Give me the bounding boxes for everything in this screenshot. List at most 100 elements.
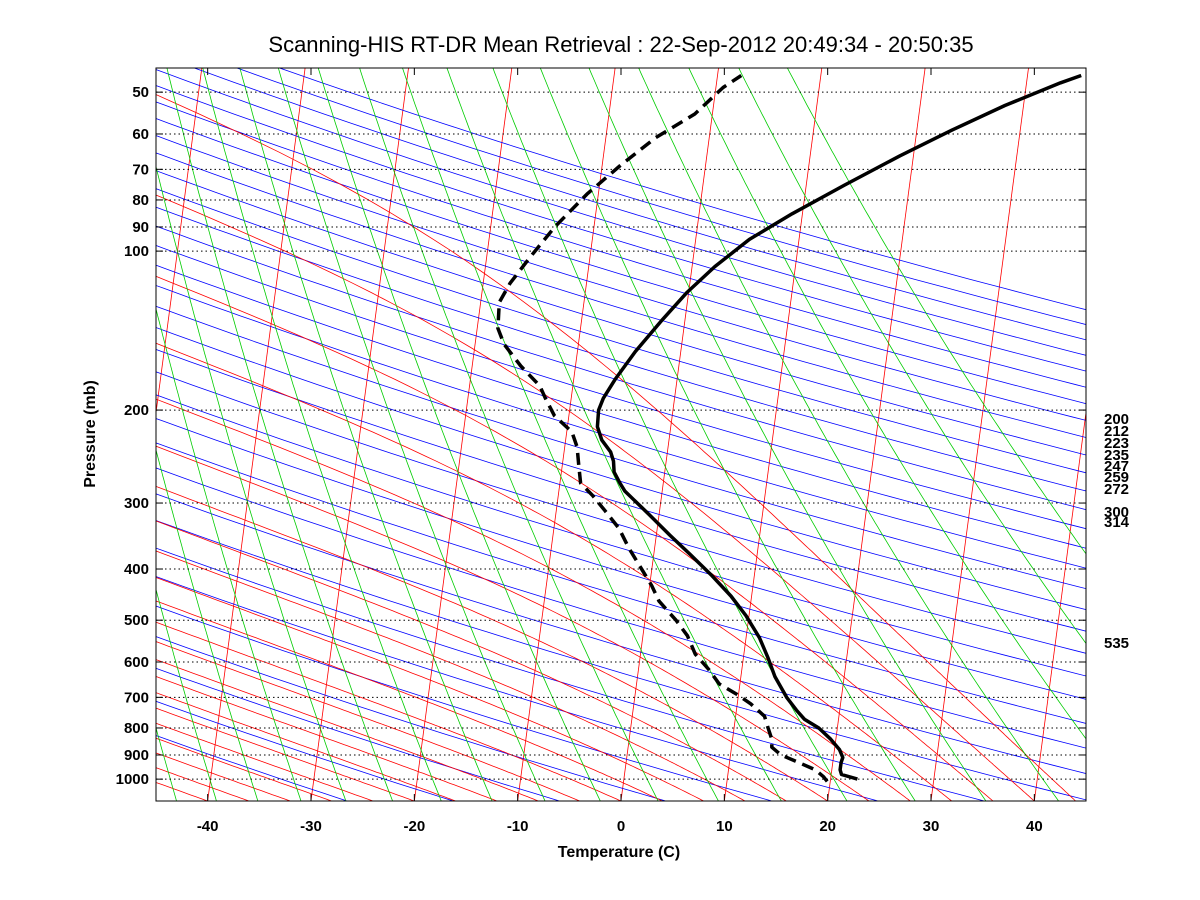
dry-adiabat-line (156, 305, 1086, 590)
y-tick-label: 90 (132, 219, 149, 236)
right-side-label: 314 (1104, 514, 1130, 531)
mixing-ratio-line (0, 45, 33, 811)
moist-adiabat-line (156, 722, 374, 801)
mixing-ratio-line (539, 68, 916, 801)
moist-adiabat-line (156, 94, 1076, 801)
y-tick-label: 600 (124, 654, 149, 671)
x-tick-label: -40 (197, 818, 219, 835)
dry-adiabat-line (156, 636, 668, 801)
mixing-ratio-line (317, 68, 601, 801)
moist-adiabat-line (156, 550, 746, 801)
mixing-ratio-line (156, 164, 347, 801)
isotherm-line (827, 68, 926, 801)
dry-adiabat-line (156, 188, 1086, 474)
mixing-ratio-line (156, 588, 217, 801)
x-axis: -40 -30 -20 -10 0 10 20 30 40 (197, 68, 1043, 835)
dry-adiabat-line (156, 576, 880, 801)
mixing-ratio-line (156, 307, 302, 801)
y-axis: 50 60 70 80 90 100 200 300 400 500 600 700 800 900 100… (116, 84, 1086, 788)
mixing-ratio-line (156, 448, 259, 801)
dry-adiabat-line (156, 85, 1086, 372)
thermo-background-lines (0, 41, 1200, 811)
mixing-ratio-line (588, 68, 987, 801)
y-tick-label: 60 (132, 126, 149, 143)
dry-adiabat-line (156, 348, 1086, 632)
dry-adiabat-line (156, 101, 1086, 388)
mixing-ratio-line (402, 68, 719, 801)
dry-adiabat-line (156, 467, 1086, 749)
y-tick-label: 900 (124, 747, 149, 764)
x-tick-label: 20 (819, 818, 836, 835)
mixing-ratio-line (738, 68, 1086, 645)
x-axis-label: Temperature (C) (558, 844, 680, 861)
y-tick-label: 1000 (116, 771, 149, 788)
dry-adiabat-line (156, 118, 1086, 405)
right-side-label: 535 (1104, 635, 1129, 652)
moist-adiabat-line (156, 275, 994, 801)
moist-adiabat-line (156, 737, 332, 801)
x-tick-label: -30 (300, 818, 322, 835)
dry-adiabat-line (156, 735, 349, 801)
mixing-ratio-line (688, 68, 1086, 740)
isotherm-line (723, 68, 823, 801)
moist-adiabat-line (156, 782, 208, 801)
mixing-ratio-line (786, 68, 1086, 555)
isotherm-line (310, 68, 409, 801)
isotherm-line (413, 68, 513, 801)
x-tick-label: 0 (617, 818, 625, 835)
mixing-ratio-line (277, 68, 546, 801)
y-tick-label: 400 (124, 561, 149, 578)
moist-adiabat-line (156, 707, 415, 801)
right-side-label: 247 (1104, 458, 1129, 475)
dry-adiabat-line (156, 667, 561, 801)
moist-adiabat-line (156, 485, 828, 801)
mixing-ratio-line (638, 68, 1060, 801)
y-axis-label: Pressure (mb) (82, 380, 99, 488)
isotherm-line (156, 68, 203, 416)
dry-adiabat-line (156, 285, 1086, 569)
dry-adiabat-line (156, 245, 1086, 530)
moist-adiabat-line (156, 659, 539, 801)
x-tick-label: 10 (716, 818, 733, 835)
x-tick-label: -10 (507, 818, 529, 835)
moist-adiabat-line (156, 641, 580, 801)
dry-adiabat-line (278, 68, 1086, 311)
y-tick-label: 70 (132, 161, 149, 178)
right-side-label: 223 (1104, 435, 1129, 452)
dry-adiabat-line (156, 605, 774, 801)
dry-adiabat-line (156, 547, 986, 801)
right-side-label: 259 (1104, 469, 1129, 486)
right-side-label: 272 (1104, 481, 1129, 498)
moist-adiabat-line (156, 577, 704, 801)
right-side-label: 212 (1104, 423, 1129, 440)
y-tick-label: 700 (124, 689, 149, 706)
y-tick-label: 800 (124, 720, 149, 737)
y-tick-label: 100 (124, 243, 149, 260)
mixing-ratio-line (492, 68, 848, 801)
solid-profile-line (595, 73, 1082, 781)
dry-adiabat-line (156, 135, 1086, 421)
mixing-ratio-line (239, 68, 493, 801)
isotherm-line (1033, 409, 1086, 801)
mixing-ratio-line (166, 68, 394, 801)
profile-series (496, 73, 1082, 783)
moist-adiabat-line (156, 520, 787, 801)
isotherm-line (207, 68, 306, 801)
moist-adiabat-line (156, 692, 456, 801)
y-tick-label: 500 (124, 612, 149, 629)
right-side-label: 300 (1104, 504, 1129, 521)
isotherm-line (1136, 41, 1200, 811)
moist-adiabat-line (156, 194, 1035, 801)
dry-adiabat-line (156, 327, 1086, 611)
dry-adiabat-line (156, 225, 1086, 511)
dry-adiabat-line (156, 418, 1086, 700)
moist-adiabat-line (156, 621, 622, 801)
dry-adiabat-line (193, 68, 1086, 341)
dry-adiabat-line (156, 69, 1086, 356)
y-tick-label: 200 (124, 402, 149, 419)
right-side-label: 200 (1104, 411, 1129, 428)
mixing-ratio-line (0, 45, 141, 811)
dry-adiabat-line (156, 152, 1086, 438)
moist-adiabat-line (156, 398, 911, 801)
dry-adiabat-line (156, 170, 1086, 456)
